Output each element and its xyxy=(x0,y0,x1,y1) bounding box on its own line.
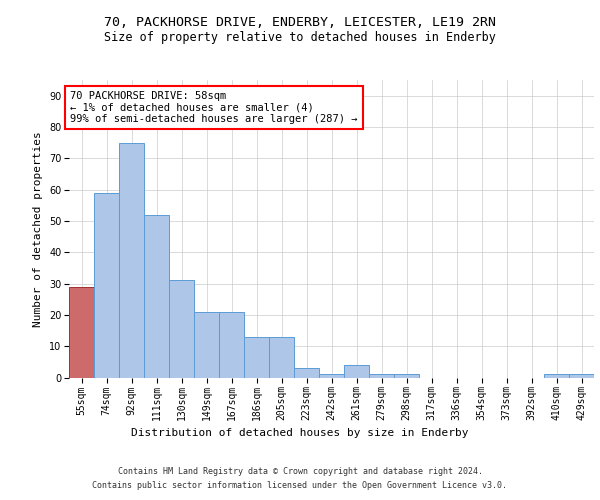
Bar xyxy=(169,280,194,378)
Text: Contains HM Land Registry data © Crown copyright and database right 2024.: Contains HM Land Registry data © Crown c… xyxy=(118,466,482,475)
Bar xyxy=(369,374,394,378)
Bar xyxy=(144,214,169,378)
Bar xyxy=(244,337,269,378)
Bar xyxy=(544,374,569,378)
Text: 70 PACKHORSE DRIVE: 58sqm
← 1% of detached houses are smaller (4)
99% of semi-de: 70 PACKHORSE DRIVE: 58sqm ← 1% of detach… xyxy=(70,91,358,124)
Bar xyxy=(344,365,369,378)
Bar xyxy=(569,374,594,378)
Bar xyxy=(69,286,94,378)
Text: Contains public sector information licensed under the Open Government Licence v3: Contains public sector information licen… xyxy=(92,482,508,490)
Bar xyxy=(119,142,144,378)
Bar xyxy=(294,368,319,378)
Bar xyxy=(219,312,244,378)
Text: Size of property relative to detached houses in Enderby: Size of property relative to detached ho… xyxy=(104,31,496,44)
Bar xyxy=(94,192,119,378)
Y-axis label: Number of detached properties: Number of detached properties xyxy=(34,131,43,326)
Text: 70, PACKHORSE DRIVE, ENDERBY, LEICESTER, LE19 2RN: 70, PACKHORSE DRIVE, ENDERBY, LEICESTER,… xyxy=(104,16,496,29)
Text: Distribution of detached houses by size in Enderby: Distribution of detached houses by size … xyxy=(131,428,469,438)
Bar xyxy=(269,337,294,378)
Bar xyxy=(394,374,419,378)
Bar xyxy=(194,312,219,378)
Bar xyxy=(319,374,344,378)
